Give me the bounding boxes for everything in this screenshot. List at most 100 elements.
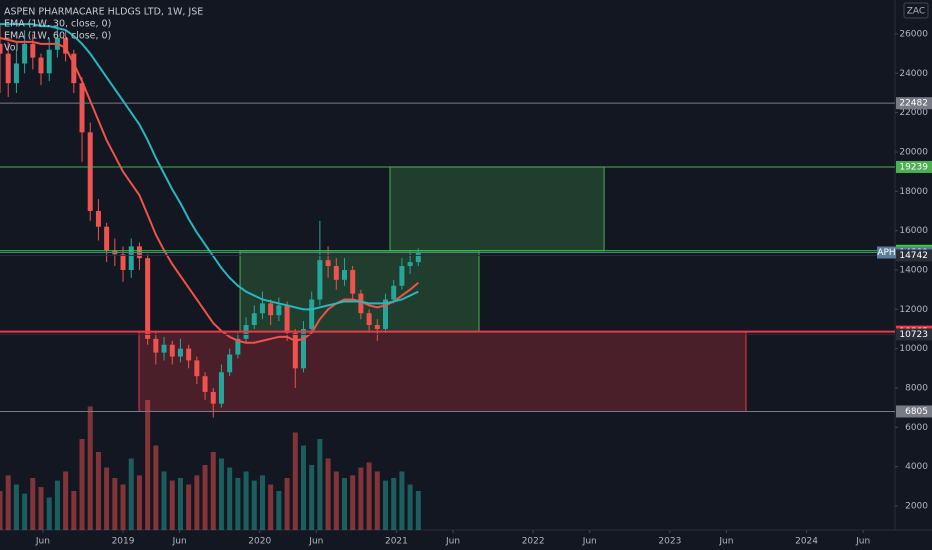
- volume-bar: [202, 465, 208, 530]
- volume-bar: [194, 475, 200, 530]
- level-label-box: [896, 97, 932, 110]
- volume-bar: [415, 491, 421, 530]
- volume-bar: [366, 462, 372, 530]
- level-label: 19239: [899, 162, 928, 172]
- x-tick-label: Jun: [718, 537, 733, 547]
- x-tick-label: Jun: [308, 537, 323, 547]
- volume-bar: [145, 400, 151, 530]
- volume-bar: [5, 475, 11, 530]
- x-tick-label: Jun: [445, 537, 460, 547]
- plot-area: [0, 23, 895, 530]
- volume-bar: [71, 491, 77, 530]
- volume-bar: [0, 491, 3, 530]
- zone: [389, 166, 605, 252]
- y-tick-label: 12000: [899, 305, 928, 315]
- candle-body: [407, 262, 413, 267]
- level-label: 6805: [905, 407, 928, 417]
- y-tick-label: 26000: [899, 30, 928, 40]
- level-label: 22482: [899, 99, 928, 109]
- volume-bar: [38, 487, 44, 530]
- candle-body: [186, 348, 192, 361]
- ema-line: [0, 36, 419, 344]
- level-label-box: [896, 160, 932, 173]
- volume-bar: [383, 480, 389, 530]
- volume-bar: [161, 471, 167, 530]
- level-label: 14742: [899, 251, 928, 261]
- candle-body: [161, 344, 167, 353]
- volume-bar: [391, 478, 397, 530]
- candle-body: [177, 348, 183, 357]
- volume-bar: [399, 471, 405, 530]
- candle-body: [95, 210, 101, 227]
- candle-body: [63, 37, 69, 54]
- candle-body: [218, 372, 224, 404]
- candle-body: [153, 338, 159, 353]
- volume-bar: [309, 465, 315, 530]
- x-tick-label: 2024: [795, 537, 818, 547]
- y-tick-label: 10000: [899, 344, 928, 354]
- candle-body: [210, 391, 216, 404]
- candle-body: [300, 328, 306, 369]
- candle-body: [22, 43, 28, 64]
- candle-body: [309, 299, 315, 329]
- candle-body: [415, 252, 421, 263]
- candle-body: [120, 254, 126, 270]
- volume-bar: [79, 439, 85, 530]
- level-label: 10723: [899, 330, 928, 340]
- volume-bar: [227, 467, 233, 530]
- x-tick-label: Jun: [35, 537, 50, 547]
- chart-title: ASPEN PHARMACARE HLDGS LTD, 1W, JSE: [4, 7, 203, 18]
- currency-label[interactable]: ZAC: [907, 7, 925, 17]
- volume-bar: [292, 432, 298, 530]
- candle-body: [259, 303, 265, 314]
- volume-bar: [341, 478, 347, 530]
- candle-body: [104, 226, 110, 251]
- volume-bar: [153, 445, 159, 530]
- candle-body: [317, 260, 323, 300]
- candle-body: [333, 266, 339, 280]
- y-tick-label: 4000: [905, 462, 928, 472]
- candle-body: [46, 49, 52, 74]
- candle-body: [268, 303, 274, 316]
- candle-body: [30, 43, 36, 58]
- volume-bar: [63, 471, 69, 530]
- candle-body: [5, 53, 11, 84]
- x-tick-label: Jun: [855, 537, 870, 547]
- volume-bar: [104, 467, 110, 530]
- volume-bar: [350, 475, 356, 530]
- candle-body: [194, 360, 200, 377]
- y-tick-label: 18000: [899, 187, 928, 197]
- volume-bar: [210, 452, 216, 530]
- volume-bar: [333, 471, 339, 530]
- candle-body: [292, 332, 298, 369]
- x-tick-label: Jun: [172, 537, 187, 547]
- volume-bar: [95, 452, 101, 530]
- candle-body: [366, 313, 372, 326]
- candle-body: [79, 83, 85, 133]
- volume-bar: [30, 478, 36, 530]
- y-tick-label: 16000: [899, 226, 928, 236]
- candle-body: [251, 313, 257, 326]
- volume-bar: [374, 471, 380, 530]
- candle-body: [145, 258, 151, 339]
- candle-body: [202, 376, 208, 392]
- y-tick-label: 20000: [899, 147, 928, 157]
- volume-bar: [136, 475, 142, 530]
- x-tick-label: 2020: [248, 537, 271, 547]
- candle-body: [13, 63, 19, 84]
- candle-body: [350, 269, 356, 294]
- y-tick-label: 22000: [899, 108, 928, 118]
- volume-bar: [407, 484, 413, 530]
- candle-body: [374, 325, 380, 329]
- currency-box[interactable]: [903, 2, 929, 19]
- volume-bar: [54, 480, 60, 530]
- candle-body: [341, 269, 347, 280]
- x-tick-label: 2022: [522, 537, 545, 547]
- zone: [239, 250, 480, 333]
- volume-bar: [120, 484, 126, 530]
- volume-bar: [235, 478, 241, 530]
- x-tick-label: 2021: [385, 537, 408, 547]
- volume-bar: [259, 475, 265, 530]
- x-tick-label: 2019: [112, 537, 135, 547]
